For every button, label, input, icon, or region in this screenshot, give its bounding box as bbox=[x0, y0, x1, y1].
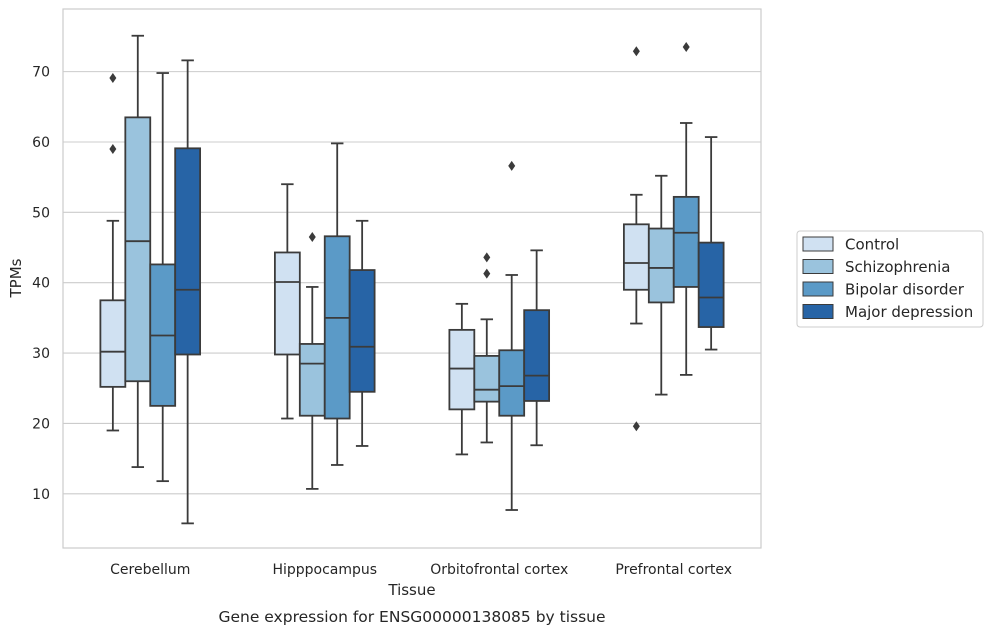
box-iqr bbox=[348, 269, 376, 393]
box-iqr bbox=[124, 116, 152, 383]
outlier-point bbox=[109, 144, 117, 155]
y-axis-label: TPMs bbox=[7, 258, 25, 298]
box-iqr bbox=[697, 241, 725, 328]
y-axis-ticks: 10 20 30 40 50 60 70 bbox=[32, 65, 50, 503]
x-axis-label: Tissue bbox=[387, 581, 435, 599]
box bbox=[174, 59, 202, 525]
box-iqr bbox=[498, 349, 526, 417]
legend-label: Major depression bbox=[845, 303, 973, 321]
y-tick-label: 40 bbox=[32, 276, 50, 292]
chart-caption: Gene expression for ENSG00000138085 by t… bbox=[218, 608, 605, 626]
box-iqr bbox=[622, 223, 650, 291]
box-iqr bbox=[473, 355, 501, 403]
box bbox=[323, 142, 351, 466]
box-iqr bbox=[448, 328, 476, 411]
box-series bbox=[99, 34, 725, 525]
box bbox=[647, 174, 675, 396]
box bbox=[697, 136, 725, 351]
box bbox=[124, 34, 152, 468]
box bbox=[448, 302, 476, 456]
y-tick-label: 70 bbox=[32, 65, 50, 81]
legend-swatch bbox=[802, 304, 834, 319]
box-iqr bbox=[99, 299, 127, 388]
y-tick-label: 60 bbox=[32, 135, 50, 151]
legend-swatch bbox=[802, 259, 834, 274]
box-iqr bbox=[647, 227, 675, 304]
y-tick-label: 10 bbox=[32, 487, 50, 503]
box-iqr bbox=[672, 195, 700, 288]
outlier-point bbox=[682, 41, 690, 52]
box bbox=[298, 231, 326, 490]
legend-swatch bbox=[802, 236, 834, 252]
outlier-point bbox=[483, 252, 491, 263]
y-tick-label: 30 bbox=[32, 346, 50, 362]
legend-label: Schizophrenia bbox=[845, 258, 950, 276]
box bbox=[498, 160, 526, 511]
legend-label: Control bbox=[845, 236, 899, 254]
legend-label: Bipolar disorder bbox=[845, 281, 965, 299]
legend-frame bbox=[796, 230, 984, 328]
box bbox=[672, 41, 700, 376]
x-axis-ticks: Cerebellum Hipppocampus Orbitofrontal cort… bbox=[110, 562, 732, 578]
series-group bbox=[149, 41, 700, 511]
box-iqr bbox=[273, 251, 301, 356]
series-group bbox=[174, 59, 725, 525]
box bbox=[99, 72, 127, 432]
outlier-point bbox=[632, 421, 640, 432]
outlier-point bbox=[483, 268, 491, 279]
x-tick-label: Hipppocampus bbox=[272, 562, 377, 578]
plot-area-frame bbox=[62, 8, 762, 549]
y-tick-label: 20 bbox=[32, 416, 50, 432]
legend-swatch bbox=[802, 281, 834, 297]
box bbox=[149, 72, 177, 483]
x-tick-label: Orbitofrontal cortex bbox=[430, 562, 568, 578]
y-tick-label: 50 bbox=[32, 205, 50, 221]
box bbox=[523, 249, 551, 447]
box bbox=[622, 46, 650, 432]
x-tick-label: Prefrontal cortex bbox=[615, 562, 732, 578]
outlier-point bbox=[109, 72, 117, 83]
box-iqr bbox=[298, 343, 326, 417]
legend: Control Schizophrenia Bipolar disorder Majo… bbox=[796, 230, 984, 328]
series-group bbox=[124, 34, 675, 490]
box bbox=[273, 183, 301, 420]
box-iqr bbox=[323, 235, 351, 420]
box-iqr bbox=[523, 309, 551, 402]
outlier-point bbox=[508, 160, 516, 171]
outlier-point bbox=[308, 231, 316, 242]
box bbox=[348, 219, 376, 447]
x-tick-label: Cerebellum bbox=[110, 562, 190, 578]
outlier-point bbox=[632, 46, 640, 57]
box bbox=[473, 252, 501, 444]
box-iqr bbox=[174, 147, 202, 356]
